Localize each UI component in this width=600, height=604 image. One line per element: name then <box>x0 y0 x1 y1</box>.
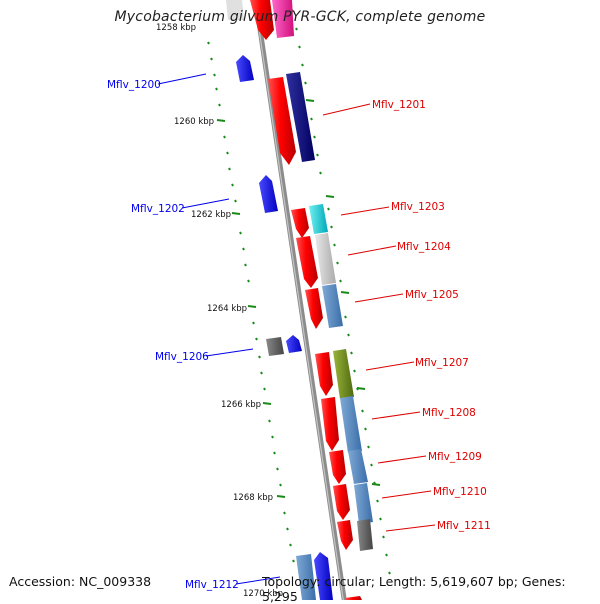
gene-forward-mflv1201-navy <box>286 72 315 162</box>
gene-label-forward: Mflv_1205 <box>405 289 459 301</box>
gene-label-forward: Mflv_1208 <box>422 407 476 419</box>
gene-label-forward: Mflv_1209 <box>428 451 482 463</box>
scale-label: 1268 kbp <box>233 493 273 503</box>
accession-text: Accession: NC_009338 <box>9 574 152 589</box>
gene-label-reverse: Mflv_1212 <box>185 579 239 591</box>
gene-reverse-mflv1212-steel <box>296 554 316 600</box>
scale-label: 1270 kbp <box>243 589 283 599</box>
gene-forward-mflv1205-steel <box>322 284 343 328</box>
gene-forward-mflv1203 <box>291 208 309 238</box>
genome-backbone <box>253 0 347 600</box>
gene-forward-mflv1211-dark <box>357 519 373 551</box>
gene-reverse-mflv1206-dark <box>266 337 284 356</box>
gene-forward-mflv1207-olive <box>333 349 354 399</box>
gene-label-forward: Mflv_1211 <box>437 520 491 532</box>
gene-forward-mflv1208 <box>321 397 339 451</box>
gene-label-forward: Mflv_1201 <box>372 99 426 111</box>
scale-label: 1258 kbp <box>156 23 196 33</box>
scale-label: 1262 kbp <box>191 210 231 220</box>
gene-reverse-mflv1202 <box>259 175 278 213</box>
gene-forward-mflv1203-cyan <box>309 204 328 234</box>
gene-forward-mflv1207 <box>315 352 333 396</box>
gene-label-reverse: Mflv_1202 <box>131 203 185 215</box>
scale-ring-dots <box>207 41 295 563</box>
gene-label-reverse: Mflv_1206 <box>155 351 209 363</box>
gene-label-reverse: Mflv_1200 <box>107 79 161 91</box>
scale-label: 1266 kbp <box>221 400 261 410</box>
gene-reverse-mflv1212 <box>314 552 333 600</box>
gene-partial <box>272 0 294 38</box>
gene-forward-mflv1209 <box>329 450 346 484</box>
gene-forward-mflv1208-steel <box>340 396 362 453</box>
outer-ring-dots <box>291 9 391 575</box>
gene-forward-mflv1201 <box>268 77 296 165</box>
gene-forward-mflv1210 <box>333 484 350 520</box>
genome-backbone-highlight <box>254 0 344 600</box>
scale-label: 1264 kbp <box>207 304 247 314</box>
gene-forward-mflv1205 <box>305 288 323 329</box>
gene-label-forward: Mflv_1204 <box>397 241 451 253</box>
gene-label-forward: Mflv_1207 <box>415 357 469 369</box>
leader-lines-reverse <box>157 73 281 585</box>
leader-lines-forward <box>322 103 436 532</box>
gene-reverse-mflv1206 <box>286 335 302 353</box>
gene-reverse-mflv1200 <box>236 55 254 82</box>
gene-label-forward: Mflv_1210 <box>433 486 487 498</box>
gene-label-forward: Mflv_1203 <box>391 201 445 213</box>
gene-forward-mflv1204 <box>296 236 318 288</box>
gene-forward-mflv1210-steel <box>354 483 373 524</box>
gene-forward-partial-bottom <box>345 596 362 600</box>
gene-forward-mflv1204-gray <box>315 233 336 285</box>
gene-forward-mflv1211 <box>337 520 353 550</box>
gene-forward-mflv1209-steel <box>348 449 368 484</box>
gene-partial <box>226 0 244 20</box>
gene-forward-partial <box>250 0 274 40</box>
map-title: Mycobacterium gilvum PYR-GCK, complete g… <box>114 9 486 25</box>
scale-label: 1260 kbp <box>174 117 214 127</box>
